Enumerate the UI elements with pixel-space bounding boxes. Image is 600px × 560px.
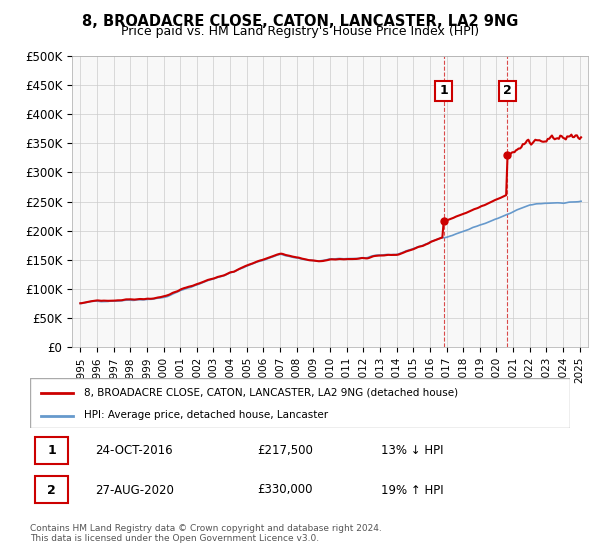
Text: 1: 1 bbox=[439, 85, 448, 97]
Text: 1: 1 bbox=[47, 444, 56, 458]
Text: 24-OCT-2016: 24-OCT-2016 bbox=[95, 444, 172, 458]
Text: £217,500: £217,500 bbox=[257, 444, 313, 458]
FancyBboxPatch shape bbox=[35, 476, 68, 503]
Text: HPI: Average price, detached house, Lancaster: HPI: Average price, detached house, Lanc… bbox=[84, 410, 328, 420]
Text: 27-AUG-2020: 27-AUG-2020 bbox=[95, 483, 173, 497]
Text: 2: 2 bbox=[503, 85, 512, 97]
Text: 2: 2 bbox=[47, 483, 56, 497]
Text: Contains HM Land Registry data © Crown copyright and database right 2024.
This d: Contains HM Land Registry data © Crown c… bbox=[30, 524, 382, 543]
Text: £330,000: £330,000 bbox=[257, 483, 312, 497]
Text: 19% ↑ HPI: 19% ↑ HPI bbox=[381, 483, 443, 497]
FancyBboxPatch shape bbox=[35, 437, 68, 464]
Text: Price paid vs. HM Land Registry's House Price Index (HPI): Price paid vs. HM Land Registry's House … bbox=[121, 25, 479, 38]
Text: 8, BROADACRE CLOSE, CATON, LANCASTER, LA2 9NG (detached house): 8, BROADACRE CLOSE, CATON, LANCASTER, LA… bbox=[84, 387, 458, 397]
Text: 13% ↓ HPI: 13% ↓ HPI bbox=[381, 444, 443, 458]
Text: 8, BROADACRE CLOSE, CATON, LANCASTER, LA2 9NG: 8, BROADACRE CLOSE, CATON, LANCASTER, LA… bbox=[82, 14, 518, 29]
FancyBboxPatch shape bbox=[30, 378, 570, 428]
